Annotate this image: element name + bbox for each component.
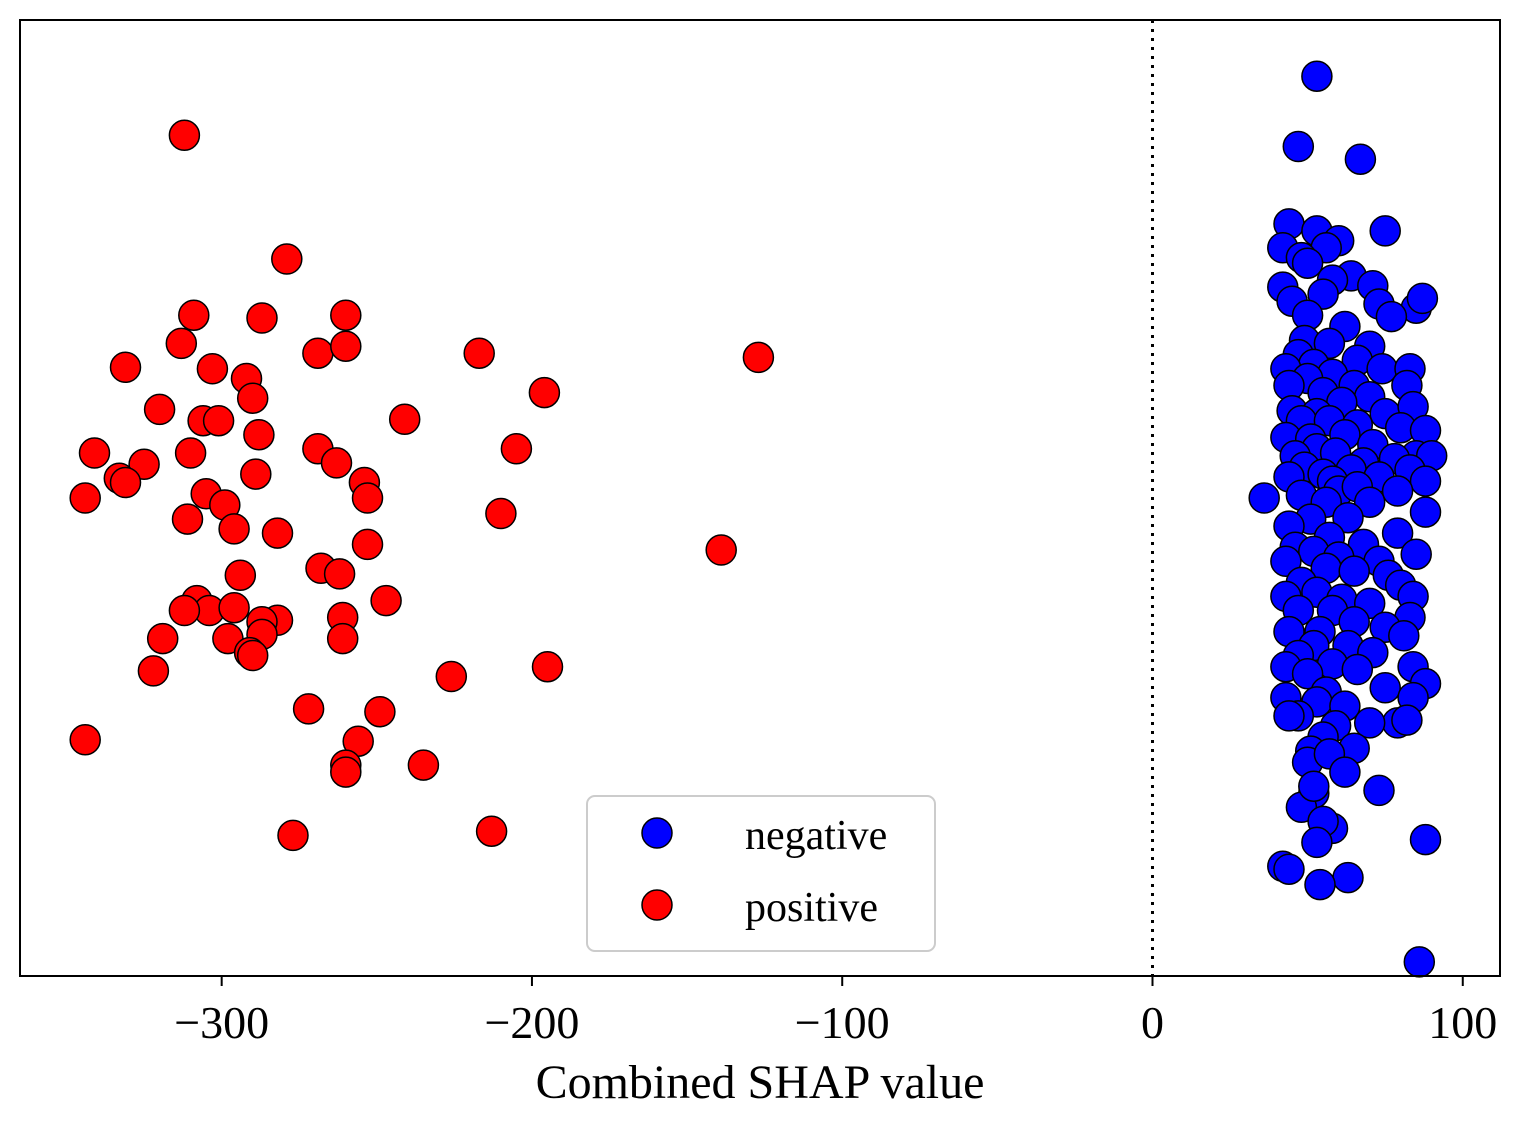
point-positive-33 xyxy=(69,482,101,514)
point-positive-18 xyxy=(388,403,421,436)
point-negative-145 xyxy=(1304,868,1336,901)
point-negative-133 xyxy=(1329,756,1361,788)
point-positive-3 xyxy=(246,302,278,334)
point-negative-15 xyxy=(1307,278,1339,310)
point-positive-4 xyxy=(330,299,362,331)
point-negative-143 xyxy=(1273,853,1305,885)
point-positive-67 xyxy=(475,815,508,847)
point-positive-68 xyxy=(277,819,309,852)
point-positive-36 xyxy=(218,513,250,545)
legend-label-positive: positive xyxy=(745,885,878,931)
point-positive-20 xyxy=(78,437,111,469)
point-negative-79 xyxy=(1381,517,1414,549)
data-points xyxy=(69,60,1448,978)
point-positive-39 xyxy=(705,534,737,566)
point-positive-27 xyxy=(109,466,142,499)
point-positive-11 xyxy=(196,352,229,385)
point-positive-28 xyxy=(240,458,272,490)
point-negative-89 xyxy=(1338,555,1370,587)
point-negative-113 xyxy=(1341,653,1374,686)
point-negative-4 xyxy=(1369,215,1401,247)
point-positive-37 xyxy=(261,517,294,549)
point-negative-76 xyxy=(1332,501,1364,534)
point-positive-24 xyxy=(500,433,533,465)
legend-label-negative: negative xyxy=(745,813,887,859)
point-negative-141 xyxy=(1409,823,1442,856)
point-positive-0 xyxy=(168,119,201,152)
legend-box xyxy=(586,795,936,952)
point-negative-135 xyxy=(1363,774,1395,807)
point-positive-65 xyxy=(407,749,440,781)
point-positive-13 xyxy=(143,393,176,426)
point-negative-74 xyxy=(1353,486,1386,518)
point-negative-75 xyxy=(1409,496,1442,528)
point-positive-60 xyxy=(292,693,325,725)
point-positive-15 xyxy=(528,376,561,409)
point-positive-6 xyxy=(302,337,334,369)
point-negative-20 xyxy=(1375,300,1408,333)
point-positive-47 xyxy=(168,594,201,627)
point-negative-19 xyxy=(1406,282,1439,315)
point-negative-125 xyxy=(1273,700,1305,732)
point-negative-87 xyxy=(1270,545,1302,578)
point-negative-71 xyxy=(1381,475,1414,507)
point-negative-10 xyxy=(1291,247,1324,279)
point-positive-62 xyxy=(69,724,101,756)
point-negative-105 xyxy=(1388,620,1420,652)
x-tick-label-4: 100 xyxy=(1428,997,1497,1048)
point-positive-17 xyxy=(202,404,235,437)
point-negative-144 xyxy=(1332,861,1364,894)
point-negative-66 xyxy=(1409,465,1442,497)
point-negative-1 xyxy=(1282,130,1315,163)
point-positive-9 xyxy=(742,341,775,374)
point-positive-31 xyxy=(351,482,384,514)
point-positive-56 xyxy=(236,639,269,672)
point-positive-5 xyxy=(165,327,198,360)
point-positive-38 xyxy=(351,528,384,561)
point-positive-35 xyxy=(485,497,517,530)
point-negative-68 xyxy=(1248,482,1280,514)
x-tick-label-3: 0 xyxy=(1141,997,1164,1048)
x-tick-label-2: −100 xyxy=(795,997,890,1048)
legend-marker-negative xyxy=(641,817,673,849)
legend-marker-positive xyxy=(641,889,673,921)
point-positive-7 xyxy=(330,330,362,362)
point-positive-53 xyxy=(146,622,179,655)
point-positive-8 xyxy=(463,337,495,369)
point-positive-23 xyxy=(320,447,353,479)
point-positive-66 xyxy=(330,756,362,788)
point-positive-44 xyxy=(370,584,402,617)
point-negative-127 xyxy=(1391,704,1423,736)
point-negative-116 xyxy=(1369,672,1401,704)
x-axis-label: Combined SHAP value xyxy=(536,1056,985,1109)
x-tick-label-1: −200 xyxy=(484,997,579,1048)
point-positive-34 xyxy=(171,503,204,535)
point-positive-57 xyxy=(137,655,170,687)
point-positive-2 xyxy=(178,299,210,331)
point-positive-61 xyxy=(364,695,396,728)
point-negative-140 xyxy=(1301,826,1333,859)
x-tick-label-0: −300 xyxy=(174,997,269,1048)
point-negative-84 xyxy=(1400,538,1432,570)
point-positive-14 xyxy=(236,382,269,414)
point-positive-19 xyxy=(243,418,275,451)
legend: negative positive xyxy=(586,795,936,952)
x-axis-ticks: −300 −200 −100 0 100 xyxy=(174,976,1497,1048)
point-positive-1 xyxy=(271,243,303,275)
point-positive-42 xyxy=(224,559,257,592)
point-positive-46 xyxy=(218,591,250,624)
point-negative-0 xyxy=(1301,60,1333,92)
point-positive-21 xyxy=(174,437,207,469)
point-positive-10 xyxy=(109,351,142,384)
point-negative-137 xyxy=(1298,770,1330,802)
point-negative-2 xyxy=(1344,143,1377,175)
point-positive-58 xyxy=(531,650,564,683)
point-positive-41 xyxy=(323,558,356,590)
point-negative-126 xyxy=(1353,707,1386,739)
point-negative-146 xyxy=(1403,946,1436,978)
plot-frame xyxy=(19,19,1501,977)
point-positive-59 xyxy=(435,660,468,693)
point-positive-52 xyxy=(326,622,359,655)
